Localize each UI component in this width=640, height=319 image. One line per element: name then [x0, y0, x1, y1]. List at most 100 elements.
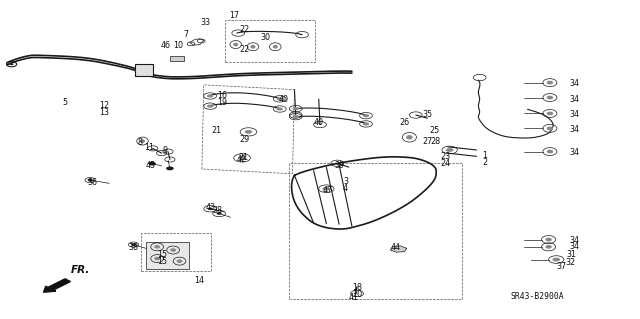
Circle shape: [363, 122, 369, 125]
Text: 36: 36: [87, 178, 97, 187]
Ellipse shape: [545, 245, 552, 249]
Text: 25: 25: [430, 126, 440, 135]
Ellipse shape: [154, 257, 160, 260]
Text: 38: 38: [213, 206, 223, 215]
Text: 47: 47: [323, 186, 333, 195]
Text: 44: 44: [390, 243, 401, 252]
Circle shape: [446, 148, 454, 152]
Circle shape: [323, 187, 330, 191]
Circle shape: [363, 114, 369, 117]
Bar: [289, 163, 462, 299]
Circle shape: [276, 97, 283, 100]
Text: 40: 40: [314, 118, 324, 128]
Text: 10: 10: [173, 41, 183, 50]
Text: 4: 4: [343, 184, 348, 193]
Ellipse shape: [547, 126, 553, 130]
Ellipse shape: [547, 112, 553, 115]
Circle shape: [10, 63, 13, 65]
Text: 34: 34: [569, 110, 579, 119]
Polygon shape: [390, 246, 407, 252]
Text: 14: 14: [194, 276, 204, 285]
Text: 34: 34: [569, 148, 579, 157]
Text: 38: 38: [129, 243, 138, 252]
Text: 34: 34: [569, 95, 579, 104]
Ellipse shape: [273, 45, 278, 49]
Text: 43: 43: [205, 203, 215, 212]
Text: 21: 21: [211, 126, 221, 135]
Ellipse shape: [140, 139, 145, 143]
Text: 16: 16: [218, 92, 227, 100]
Circle shape: [148, 162, 156, 166]
Text: 1: 1: [483, 151, 487, 160]
Text: 27: 27: [422, 137, 433, 146]
Circle shape: [166, 167, 173, 170]
Text: 33: 33: [200, 19, 210, 27]
Text: SR43-B2900A: SR43-B2900A: [510, 292, 564, 301]
Circle shape: [131, 243, 136, 246]
Ellipse shape: [233, 43, 238, 47]
Text: 24: 24: [441, 159, 451, 168]
Text: 5: 5: [62, 98, 67, 107]
Text: 13: 13: [99, 108, 109, 117]
Text: 40: 40: [278, 95, 289, 104]
Circle shape: [216, 212, 221, 215]
Text: 3: 3: [343, 177, 348, 186]
Text: 8: 8: [138, 137, 143, 146]
Ellipse shape: [170, 248, 176, 252]
Bar: [135, 63, 153, 76]
Text: 23: 23: [441, 152, 451, 161]
FancyArrow shape: [44, 279, 70, 292]
Text: FR.: FR.: [71, 265, 90, 275]
Text: 34: 34: [569, 79, 579, 88]
Text: 39: 39: [334, 161, 344, 170]
Ellipse shape: [545, 238, 552, 241]
Text: 35: 35: [422, 110, 433, 119]
Text: 19: 19: [217, 98, 227, 107]
Text: 34: 34: [569, 236, 579, 245]
Text: 18: 18: [352, 283, 362, 292]
Text: 7: 7: [183, 30, 188, 39]
Text: 34: 34: [569, 125, 579, 134]
Circle shape: [207, 207, 212, 210]
Text: 41: 41: [348, 293, 358, 302]
Text: 21: 21: [238, 153, 248, 162]
Circle shape: [292, 115, 299, 118]
Text: 26: 26: [400, 117, 410, 127]
Circle shape: [292, 107, 299, 110]
Text: 29: 29: [239, 135, 250, 144]
Circle shape: [244, 130, 252, 134]
Text: 30: 30: [260, 33, 271, 42]
Bar: [141, 233, 211, 271]
Text: 15: 15: [157, 250, 167, 259]
Ellipse shape: [250, 45, 255, 49]
Text: 42: 42: [236, 155, 246, 164]
Text: 17: 17: [228, 11, 239, 20]
Text: 46: 46: [161, 41, 170, 50]
Text: 11: 11: [145, 143, 154, 152]
Text: 28: 28: [430, 137, 440, 146]
Text: 37: 37: [556, 262, 566, 271]
Bar: [225, 20, 315, 62]
Text: 22: 22: [239, 25, 250, 34]
Text: 15: 15: [157, 257, 167, 266]
Circle shape: [207, 94, 213, 98]
Ellipse shape: [547, 150, 553, 153]
Ellipse shape: [406, 135, 413, 139]
Ellipse shape: [154, 245, 160, 249]
Text: 34: 34: [569, 242, 579, 251]
Ellipse shape: [547, 81, 553, 85]
Text: 12: 12: [99, 101, 109, 110]
Text: 32: 32: [566, 258, 576, 267]
Text: 2: 2: [482, 158, 487, 167]
Ellipse shape: [177, 259, 182, 263]
Text: 31: 31: [566, 250, 576, 259]
Circle shape: [276, 108, 283, 111]
Circle shape: [207, 105, 213, 108]
Circle shape: [88, 179, 93, 182]
Polygon shape: [147, 242, 189, 269]
Text: 9: 9: [163, 146, 168, 155]
Circle shape: [552, 258, 560, 262]
Text: 20: 20: [352, 290, 362, 299]
Text: 22: 22: [239, 45, 250, 54]
Bar: [170, 56, 184, 61]
